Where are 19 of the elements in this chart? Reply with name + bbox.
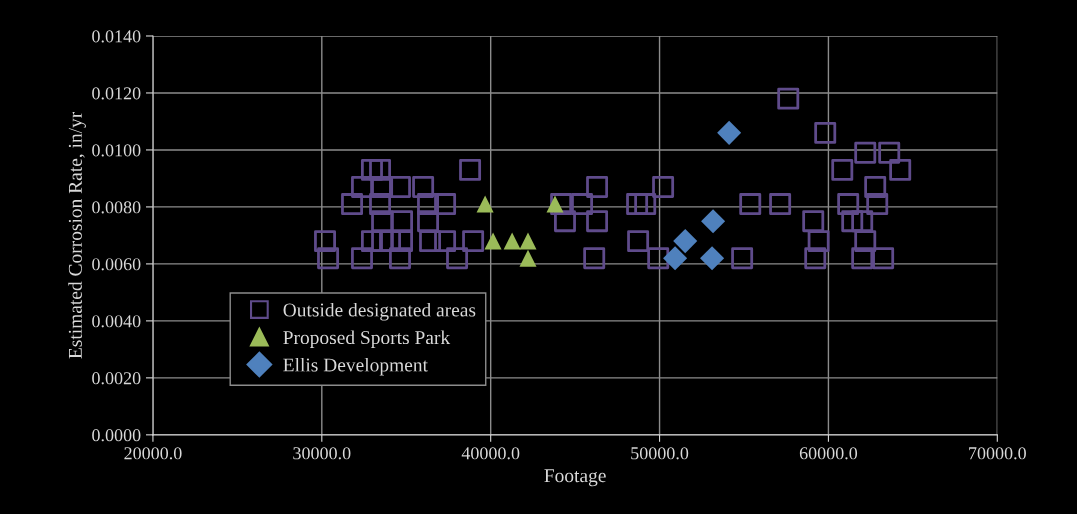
x-tick-label: 50000.0 — [631, 447, 689, 460]
x-tick-label: 20000.0 — [124, 447, 182, 460]
y-tick-label: 0.0120 — [92, 87, 141, 100]
y-tick-label: 0.0000 — [92, 429, 141, 442]
legend-label: Proposed Sports Park — [283, 330, 451, 349]
x-tick-label: 70000.0 — [969, 447, 1026, 460]
y-tick-label: 0.0040 — [92, 315, 141, 328]
x-tick-label: 30000.0 — [293, 447, 351, 460]
x-axis-title: Footage — [544, 469, 606, 487]
y-tick-label: 0.0080 — [92, 201, 141, 214]
x-tick-label: 40000.0 — [461, 447, 520, 460]
legend-label: Outside designated areas — [283, 302, 476, 321]
legend-label: Ellis Development — [283, 357, 428, 376]
y-tick-label: 0.0100 — [92, 144, 141, 157]
y-tick-label: 0.0060 — [92, 258, 141, 271]
x-tick-label: 60000.0 — [799, 447, 858, 460]
y-axis-title: Estimated Corrosion Rate, in/yr — [68, 111, 86, 359]
y-tick-label: 0.0020 — [92, 372, 141, 385]
y-tick-label: 0.0140 — [92, 30, 141, 43]
